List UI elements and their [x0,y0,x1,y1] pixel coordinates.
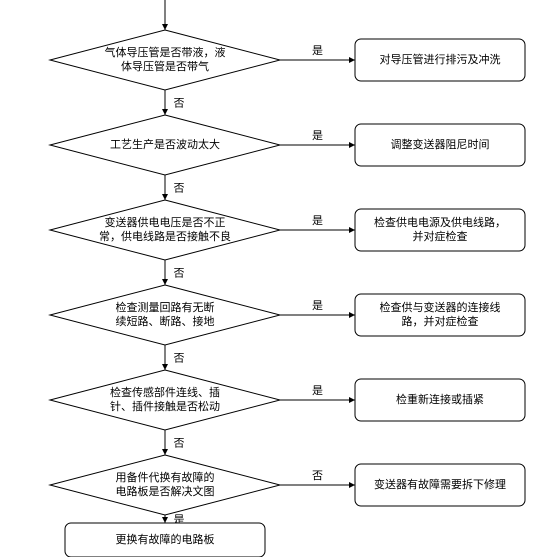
svg-text:变送器有故障需要拆下修理: 变送器有故障需要拆下修理 [374,477,506,491]
svg-text:气体导压管是否带液，液: 气体导压管是否带液，液 [105,45,226,59]
svg-text:电路板是否解决文图: 电路板是否解决文图 [116,484,215,498]
edge-label: 否 [174,183,185,195]
edge-label: 是 [312,384,323,397]
svg-text:体导压管是否带气: 体导压管是否带气 [121,59,209,73]
svg-text:变送器供电电压是否不正: 变送器供电电压是否不正 [105,215,226,229]
svg-text:路，并对症检查: 路，并对症检查 [402,314,479,328]
svg-text:用备件代换有故障的: 用备件代换有故障的 [116,470,215,484]
edge-label: 否 [174,268,185,280]
svg-text:工艺生产是否波动太大: 工艺生产是否波动太大 [110,137,220,151]
edge-label: 是 [312,44,323,57]
svg-text:针、插件接触是否松动: 针、插件接触是否松动 [110,399,220,413]
svg-text:常，供电线路是否接触不良: 常，供电线路是否接触不良 [99,229,231,243]
edge-label: 否 [174,438,185,450]
svg-text:调整变送器阻尼时间: 调整变送器阻尼时间 [391,137,490,151]
edge-label: 是 [312,299,323,312]
svg-text:检查传感部件连线、插: 检查传感部件连线、插 [110,385,220,399]
edge-label: 是 [312,129,323,142]
svg-text:续短路、断路、接地: 续短路、断路、接地 [116,314,215,328]
flowchart-diagram: 气体导压管是否带液，液体导压管是否带气对导压管进行排污及冲洗是否工艺生产是否波动… [0,0,545,557]
edge-label: 否 [174,98,185,110]
svg-text:检查供与变送器的连接线: 检查供与变送器的连接线 [380,300,501,314]
svg-text:检查供电电源及供电线路，: 检查供电电源及供电线路， [374,215,506,229]
svg-text:更换有故障的电路板: 更换有故障的电路板 [116,532,215,546]
edge-label: 否 [174,353,185,365]
edge-label: 是 [312,214,323,227]
svg-text:对导压管进行排污及冲洗: 对导压管进行排污及冲洗 [380,52,501,66]
svg-text:并对症检查: 并对症检查 [413,229,468,243]
svg-text:检查测量回路有无断: 检查测量回路有无断 [116,300,215,314]
svg-text:检重新连接或插紧: 检重新连接或插紧 [396,392,484,406]
edge-label: 否 [312,470,323,482]
